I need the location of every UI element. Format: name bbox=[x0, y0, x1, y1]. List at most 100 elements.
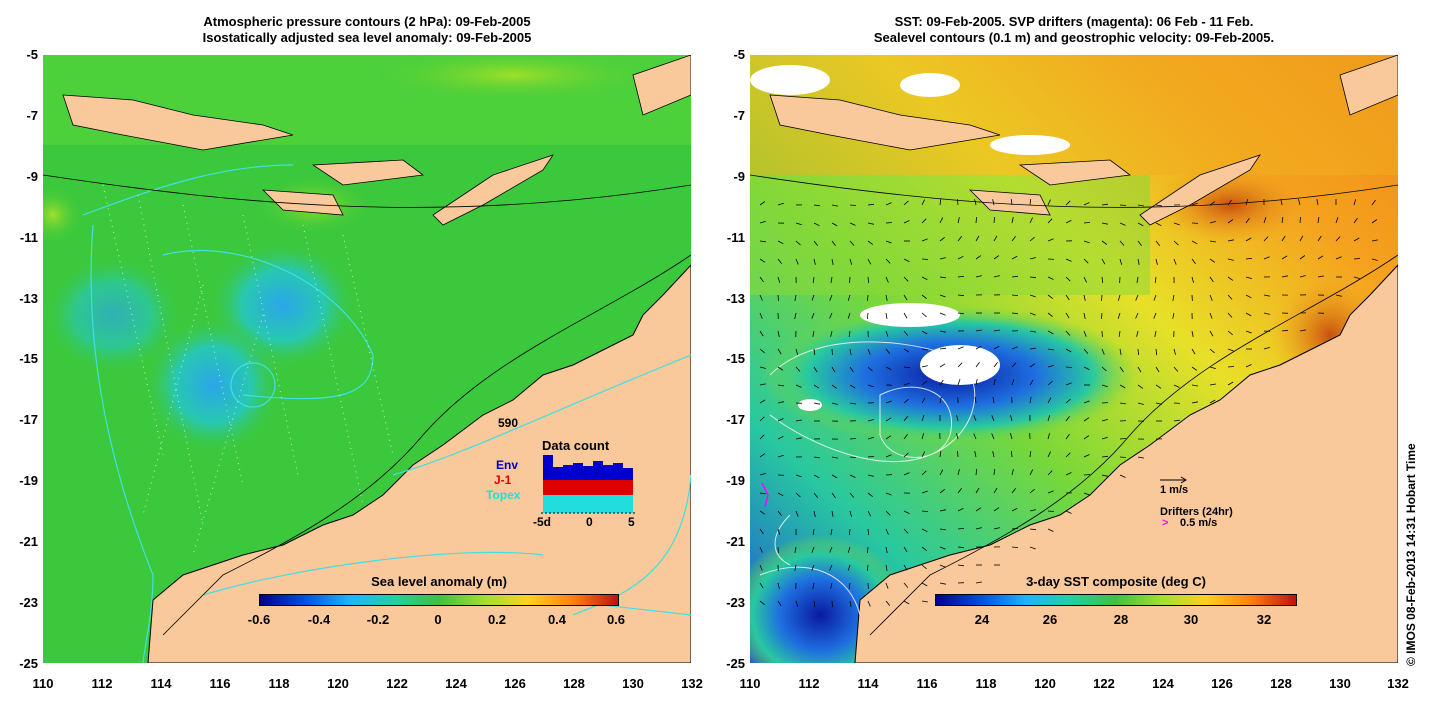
velocity-arrow bbox=[1029, 312, 1036, 316]
velocity-arrow bbox=[759, 434, 765, 440]
left-title-line2: Isostatically adjusted sea level anomaly… bbox=[202, 30, 532, 45]
velocity-arrow bbox=[1029, 236, 1035, 242]
velocity-arrow bbox=[1119, 402, 1126, 405]
velocity-arrow bbox=[975, 487, 980, 494]
velocity-arrow bbox=[813, 384, 820, 389]
velocity-arrow bbox=[993, 216, 995, 224]
velocity-arrow bbox=[831, 366, 836, 373]
left-xtick: 110 bbox=[32, 676, 54, 691]
velocity-arrow bbox=[1173, 222, 1180, 226]
velocity-arrow bbox=[1137, 402, 1144, 405]
velocity-arrow bbox=[903, 600, 910, 605]
velocity-arrow bbox=[759, 383, 766, 386]
velocity-arrow bbox=[1335, 217, 1339, 224]
inset-xtick-3: 5 bbox=[628, 515, 635, 529]
velocity-arrow bbox=[831, 222, 838, 227]
velocity-arrow bbox=[795, 384, 802, 388]
velocity-arrow bbox=[957, 198, 959, 206]
velocity-arrow bbox=[867, 419, 874, 422]
velocity-arrow bbox=[1281, 329, 1289, 332]
velocity-arrow bbox=[813, 600, 816, 607]
velocity-arrow bbox=[1065, 382, 1072, 386]
velocity-arrow bbox=[939, 469, 944, 476]
velocity-arrow bbox=[921, 600, 928, 603]
velocity-arrow bbox=[1209, 312, 1213, 319]
velocity-arrow bbox=[957, 276, 965, 278]
left-cbtick: 0.2 bbox=[487, 612, 507, 627]
right-xtick: 130 bbox=[1329, 676, 1351, 691]
velocity-arrow bbox=[1353, 258, 1361, 260]
velocity-arrow bbox=[777, 384, 784, 387]
velocity-arrow bbox=[867, 276, 870, 284]
velocity-arrow bbox=[956, 415, 959, 422]
left-ytick: -25 bbox=[19, 656, 38, 671]
velocity-arrow bbox=[1280, 199, 1283, 206]
left-xtick: 120 bbox=[327, 676, 349, 691]
right-title: SST: 09-Feb-2005. SVP drifters (magenta)… bbox=[750, 14, 1398, 46]
velocity-arrow bbox=[847, 312, 851, 319]
velocity-arrow bbox=[1119, 258, 1123, 265]
velocity-arrow bbox=[1083, 276, 1087, 283]
velocity-arrow bbox=[1011, 488, 1017, 494]
velocity-arrow bbox=[885, 330, 889, 337]
velocity-arrow bbox=[1047, 312, 1053, 318]
right-cbtick: 30 bbox=[1183, 612, 1199, 627]
velocity-arrow bbox=[1227, 199, 1232, 206]
velocity-arrow bbox=[1083, 202, 1090, 206]
velocity-arrow bbox=[1209, 240, 1216, 243]
velocity-arrow bbox=[1191, 258, 1196, 265]
velocity-arrow bbox=[1173, 240, 1179, 246]
velocity-arrow bbox=[975, 329, 982, 332]
velocity-arrow bbox=[829, 564, 833, 571]
left-xtick: 122 bbox=[386, 676, 408, 691]
velocity-arrow bbox=[939, 294, 946, 298]
velocity-arrow bbox=[866, 564, 869, 572]
velocity-arrow bbox=[849, 402, 856, 405]
velocity-arrow bbox=[1010, 433, 1013, 440]
velocity-arrow bbox=[759, 312, 763, 319]
left-xtick: 118 bbox=[268, 676, 290, 691]
velocity-arrow bbox=[1227, 276, 1234, 281]
velocity-arrow bbox=[921, 258, 929, 260]
velocity-arrow bbox=[1083, 417, 1090, 422]
velocity-arrow bbox=[1137, 258, 1140, 265]
right-ytick: -9 bbox=[733, 169, 745, 184]
velocity-arrow bbox=[1353, 237, 1360, 242]
velocity-arrow bbox=[1101, 436, 1108, 440]
velocity-arrow bbox=[1137, 384, 1144, 389]
inset-title: Data count bbox=[542, 438, 610, 453]
velocity-arrow bbox=[1047, 415, 1051, 422]
velocity-arrow bbox=[831, 492, 836, 499]
velocity-arrow bbox=[975, 507, 982, 512]
velocity-arrow bbox=[795, 419, 802, 422]
velocity-arrow bbox=[759, 416, 765, 422]
velocity-arrow bbox=[975, 275, 982, 278]
velocity-arrow bbox=[811, 294, 815, 301]
velocity-arrow bbox=[974, 199, 977, 206]
velocity-arrow bbox=[1209, 221, 1216, 224]
velocity-arrow bbox=[777, 276, 781, 283]
right-ytick: -23 bbox=[726, 595, 745, 610]
velocity-arrow bbox=[921, 415, 925, 422]
velocity-arrow bbox=[1191, 348, 1196, 355]
velocity-arrow bbox=[939, 312, 946, 316]
velocity-arrow bbox=[1047, 528, 1054, 532]
velocity-arrow bbox=[795, 240, 801, 246]
velocity-arrow bbox=[794, 312, 797, 319]
velocity-arrow bbox=[921, 490, 928, 494]
velocity-arrow bbox=[759, 366, 766, 369]
velocity-arrow bbox=[885, 240, 892, 244]
velocity-arrow bbox=[903, 276, 909, 282]
velocity-arrow bbox=[903, 564, 908, 571]
left-xtick: 128 bbox=[563, 676, 585, 691]
velocity-arrow bbox=[1281, 255, 1288, 260]
velocity-arrow bbox=[849, 222, 856, 226]
velocity-arrow bbox=[1083, 348, 1089, 354]
velocity-arrow bbox=[957, 217, 960, 224]
velocity-arrow bbox=[794, 546, 797, 553]
velocity-arrow bbox=[1135, 294, 1139, 301]
right-ytick: -25 bbox=[726, 656, 745, 671]
velocity-arrow bbox=[1209, 201, 1216, 206]
velocity-arrow bbox=[903, 366, 911, 369]
velocity-arrow bbox=[1101, 240, 1108, 245]
